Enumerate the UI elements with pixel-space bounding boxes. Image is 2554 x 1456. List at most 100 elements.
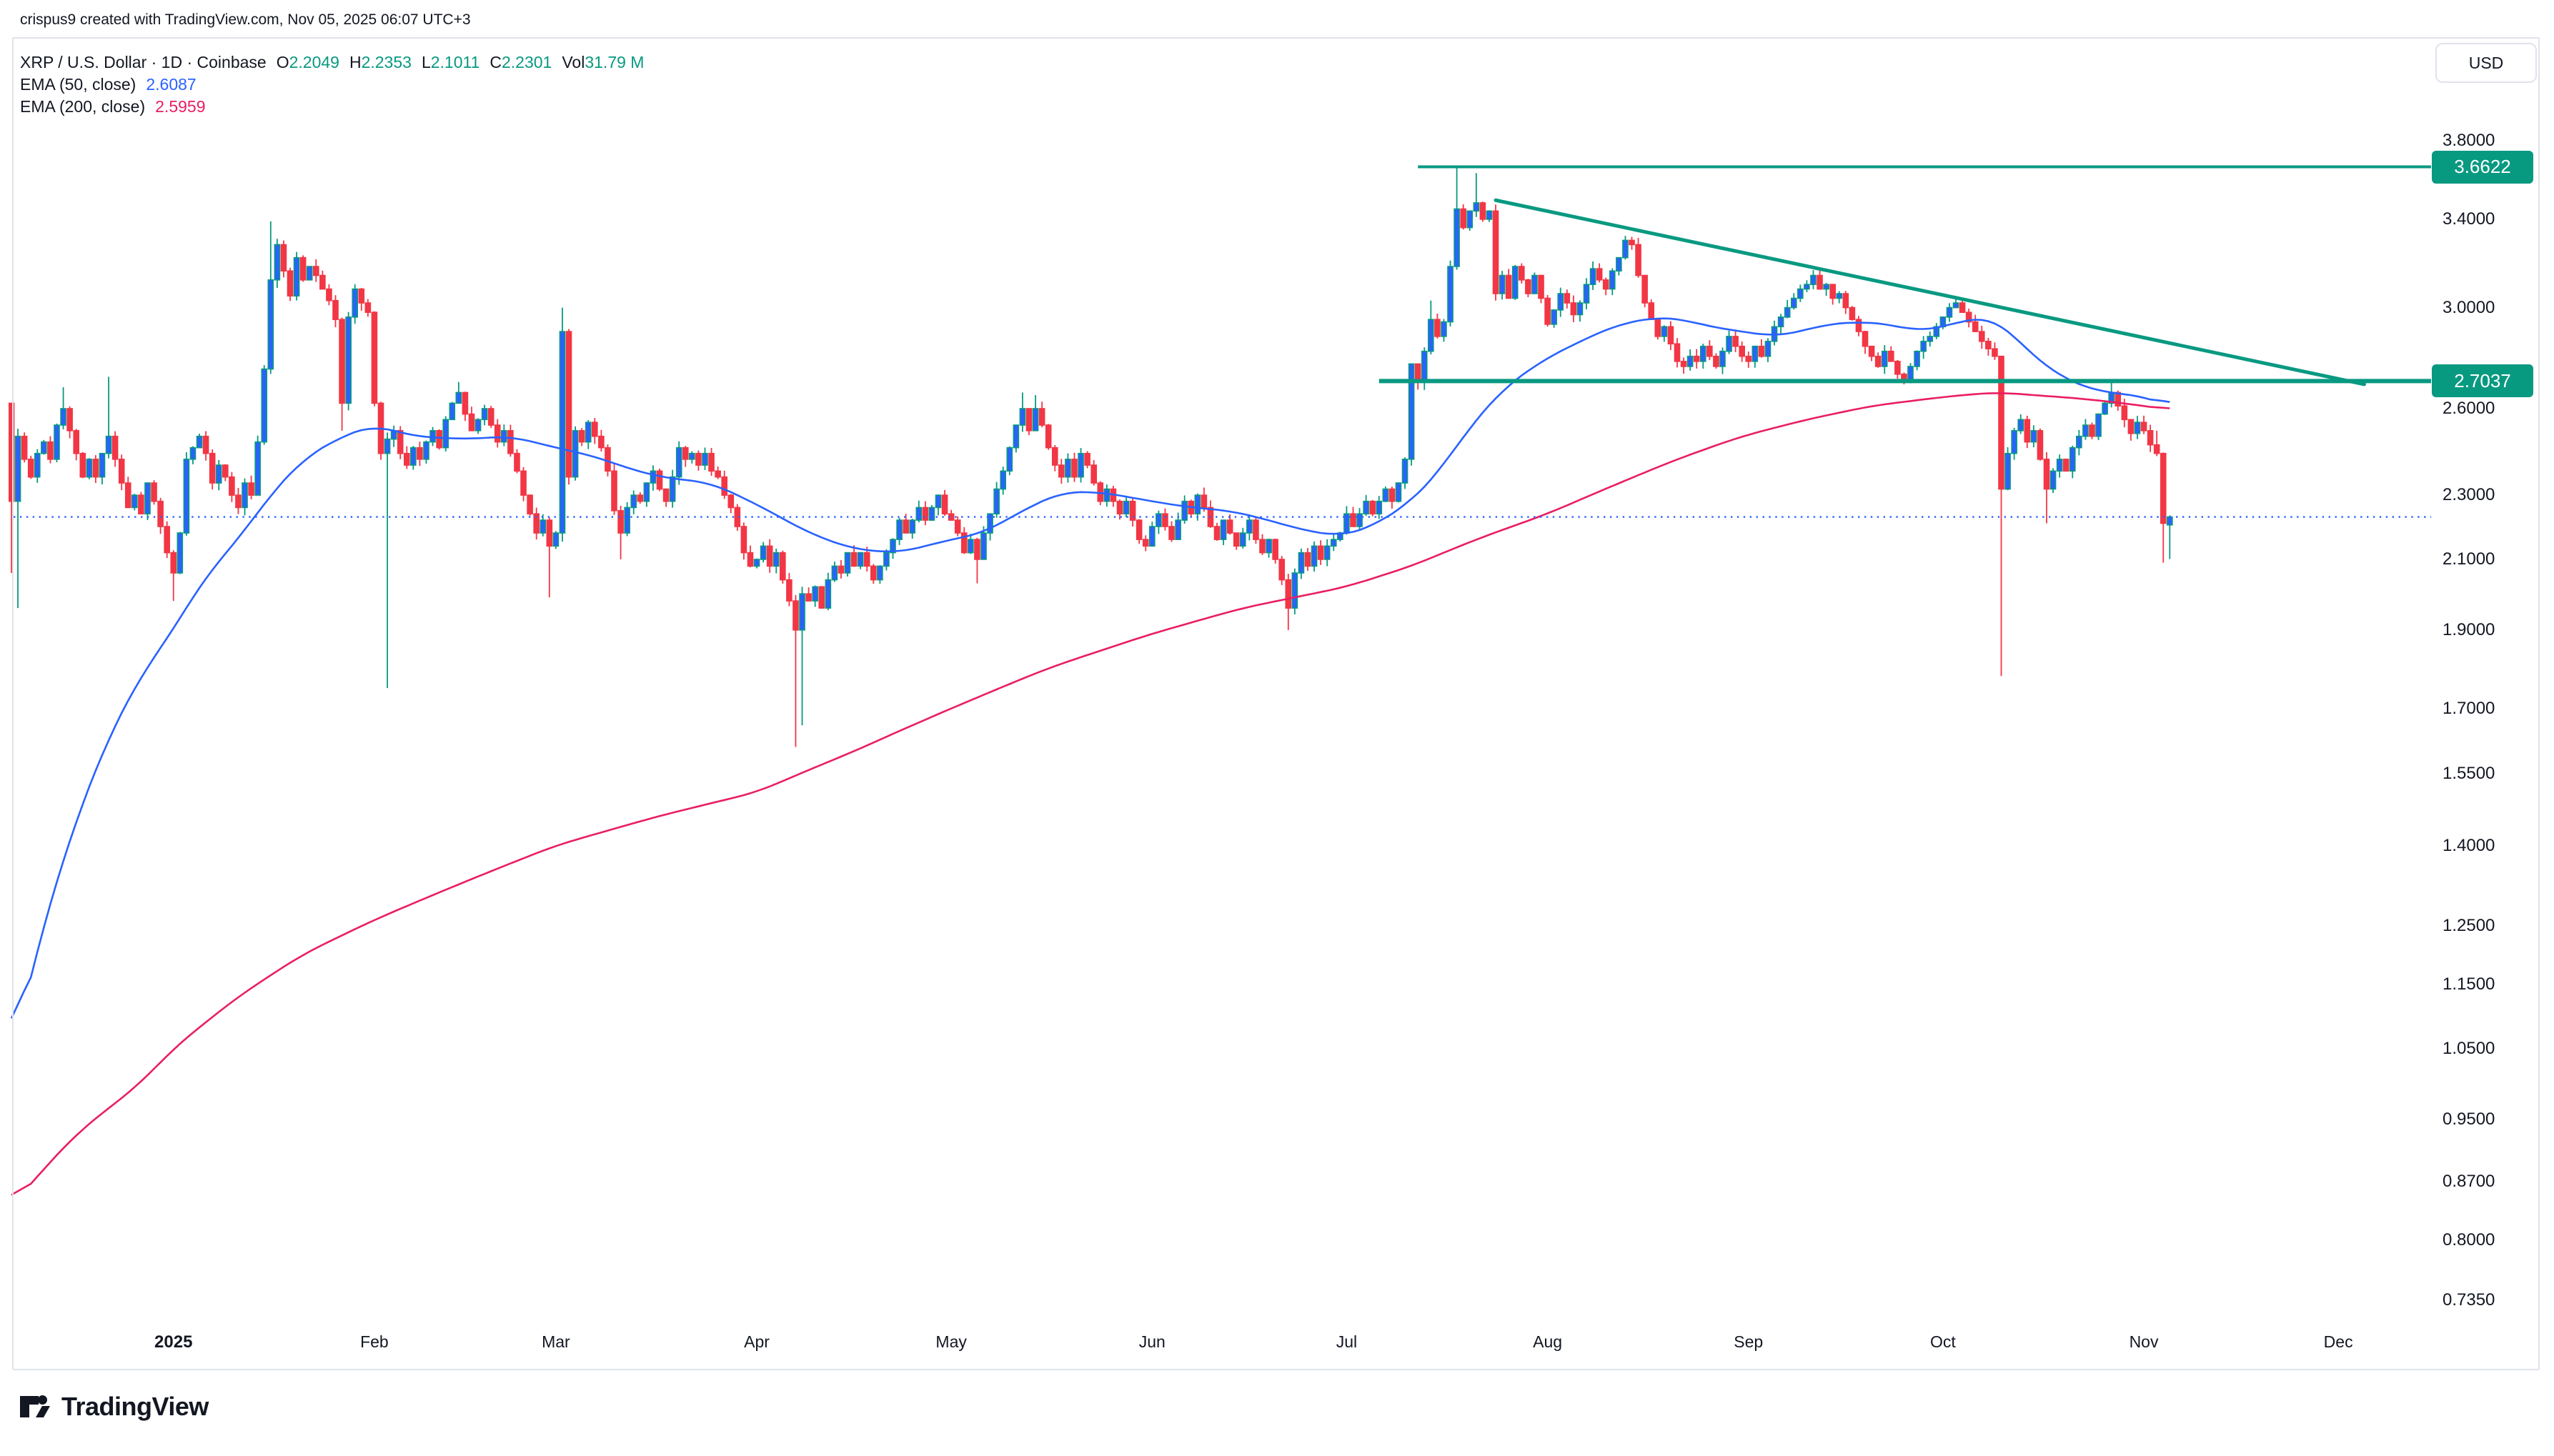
candle-down: [740, 526, 747, 554]
high-label: H: [349, 53, 362, 71]
candle-down: [1654, 319, 1661, 337]
candle-up: [352, 288, 359, 318]
candle-down: [1544, 297, 1551, 325]
candle-up: [410, 447, 417, 466]
descending-trendline[interactable]: [1494, 198, 2366, 387]
time-axis-label-jun: Jun: [1138, 1332, 1166, 1351]
candle-up: [928, 507, 935, 521]
candle-down: [312, 266, 319, 276]
candle-up: [968, 539, 974, 554]
ema200-value: 2.5959: [155, 97, 206, 116]
resistance-price-label: 3.6622: [2432, 150, 2533, 184]
candle-down: [527, 494, 533, 515]
candle-down: [786, 579, 792, 602]
candle-down: [79, 452, 86, 478]
candle-up: [877, 565, 883, 581]
ema50-value: 2.6087: [146, 75, 197, 94]
candle-down: [1641, 274, 1648, 304]
price-axis-label: 2.6000: [2443, 398, 2495, 418]
candle-up: [1511, 266, 1519, 299]
candle-down: [682, 447, 689, 460]
tradingview-logo-icon: [20, 1395, 50, 1417]
candle-up: [2004, 452, 2011, 490]
candle-up: [675, 447, 682, 478]
candle-up: [274, 244, 281, 281]
candle-up: [689, 452, 695, 460]
open-label: O: [276, 53, 289, 71]
candle-up: [1156, 513, 1162, 527]
candle-up: [105, 435, 112, 454]
ema200-label: EMA (200, close): [20, 97, 146, 116]
candle-up: [1661, 326, 1668, 337]
candle-down: [870, 565, 877, 581]
candle-up: [772, 552, 780, 567]
close-value: 2.2301: [502, 53, 552, 71]
candle-down: [1992, 348, 1998, 357]
candle-up: [2011, 430, 2017, 454]
candle-down: [364, 302, 372, 313]
currency-unit-button[interactable]: USD: [2435, 43, 2537, 83]
candle-down: [1985, 340, 1992, 350]
candle-up: [935, 494, 942, 509]
candle-down: [1888, 350, 1894, 362]
price-axis[interactable]: 3.8000 3.4000 3.0000 2.6000 2.3000 2.1000 1.90…: [2431, 38, 2540, 1370]
symbol-title: XRP / U.S. Dollar · 1D · Coinbase: [20, 53, 267, 71]
candle-down: [235, 494, 242, 509]
candle-up: [2076, 435, 2082, 449]
chart-legend[interactable]: XRP / U.S. Dollar · 1D · Coinbase O2.2049…: [20, 51, 644, 118]
candle-up: [1914, 350, 1920, 367]
candle-down: [248, 482, 254, 496]
candle-up: [1609, 270, 1616, 290]
price-axis-label: 2.1000: [2443, 549, 2495, 569]
volume-value: 31.79 M: [585, 53, 645, 71]
time-axis[interactable]: 2025 Feb Mar Apr May Jun Jul Aug Sep Oct Nov Dec: [0, 1327, 2554, 1370]
candle-down: [462, 392, 469, 415]
candle-up: [1006, 447, 1013, 472]
candle-down: [229, 476, 235, 496]
candle-down: [417, 447, 423, 460]
candle-up: [1583, 284, 1590, 304]
candle-down: [922, 507, 929, 521]
candle-down: [1894, 361, 1901, 375]
time-axis-label-2025: 2025: [154, 1332, 193, 1352]
candle-up: [261, 368, 268, 443]
candle-down: [1084, 452, 1090, 466]
candle-up: [1726, 336, 1732, 352]
candle-up: [144, 482, 151, 515]
candle-down: [974, 539, 980, 560]
plot-area[interactable]: [9, 165, 2432, 1196]
candle-down: [209, 452, 216, 484]
candle-down: [1285, 579, 1292, 609]
candle-down: [1972, 321, 1979, 332]
candle-down: [1479, 202, 1486, 220]
candle-down: [1674, 343, 1681, 362]
candle-down: [780, 552, 786, 581]
candle-down: [1817, 274, 1823, 290]
candle-down: [1965, 311, 1972, 323]
candle-down: [487, 408, 495, 426]
candle-up: [643, 482, 650, 502]
candle-up: [41, 441, 47, 454]
candle-up: [1019, 408, 1026, 426]
candle-up: [1946, 306, 1953, 318]
price-axis-label: 3.0000: [2443, 297, 2495, 317]
candle-up: [1764, 340, 1772, 357]
candle-down: [1304, 552, 1311, 567]
candle-up: [99, 452, 106, 478]
candle-up: [1454, 208, 1460, 267]
candle-down: [358, 288, 365, 304]
candle-down: [1369, 500, 1376, 515]
candle-up: [1719, 350, 1726, 367]
candle-down: [1259, 539, 1266, 554]
candle-up: [915, 507, 923, 521]
candle-down: [1629, 239, 1635, 246]
candle-down: [1278, 559, 1286, 581]
candle-up: [131, 494, 138, 509]
tradingview-branding[interactable]: TradingView: [19, 1390, 209, 1423]
candle-down: [1868, 345, 1875, 357]
candle-up: [844, 552, 851, 574]
time-axis-label-jul: Jul: [1336, 1332, 1358, 1351]
candle-up: [1194, 494, 1201, 515]
candle-down: [1129, 500, 1136, 521]
